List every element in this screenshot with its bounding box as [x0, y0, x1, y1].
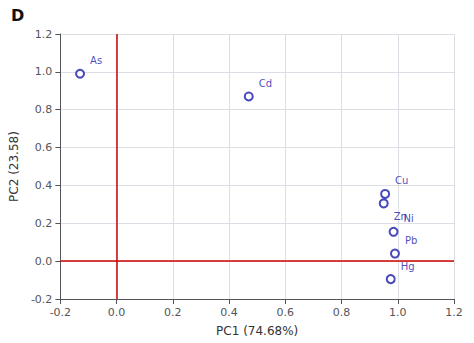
svg-text:PC1 (74.68%): PC1 (74.68%) — [216, 324, 298, 338]
svg-text:-0.2: -0.2 — [31, 293, 52, 306]
svg-text:0.6: 0.6 — [35, 141, 53, 154]
svg-text:0.2: 0.2 — [35, 217, 53, 230]
svg-text:0.4: 0.4 — [220, 306, 238, 319]
svg-text:0.2: 0.2 — [164, 306, 182, 319]
svg-text:0.8: 0.8 — [333, 306, 351, 319]
svg-text:0.0: 0.0 — [35, 255, 53, 268]
svg-text:1.0: 1.0 — [389, 306, 407, 319]
svg-text:Ni: Ni — [404, 213, 414, 224]
svg-text:1.2: 1.2 — [445, 306, 463, 319]
svg-text:1.0: 1.0 — [35, 65, 53, 78]
svg-text:Hg: Hg — [401, 261, 415, 272]
svg-text:As: As — [90, 55, 102, 66]
svg-text:Pb: Pb — [405, 235, 417, 246]
svg-text:-0.2: -0.2 — [50, 306, 71, 319]
svg-text:0.0: 0.0 — [108, 306, 126, 319]
svg-text:0.6: 0.6 — [277, 306, 295, 319]
svg-text:Cd: Cd — [259, 78, 272, 89]
svg-text:Cu: Cu — [395, 175, 408, 186]
svg-text:1.2: 1.2 — [35, 28, 53, 41]
svg-text:Zn: Zn — [393, 210, 407, 222]
svg-text:D: D — [11, 6, 24, 25]
svg-text:0.4: 0.4 — [35, 179, 53, 192]
svg-text:0.8: 0.8 — [35, 103, 53, 116]
svg-text:PC2 (23.58): PC2 (23.58) — [7, 131, 21, 202]
